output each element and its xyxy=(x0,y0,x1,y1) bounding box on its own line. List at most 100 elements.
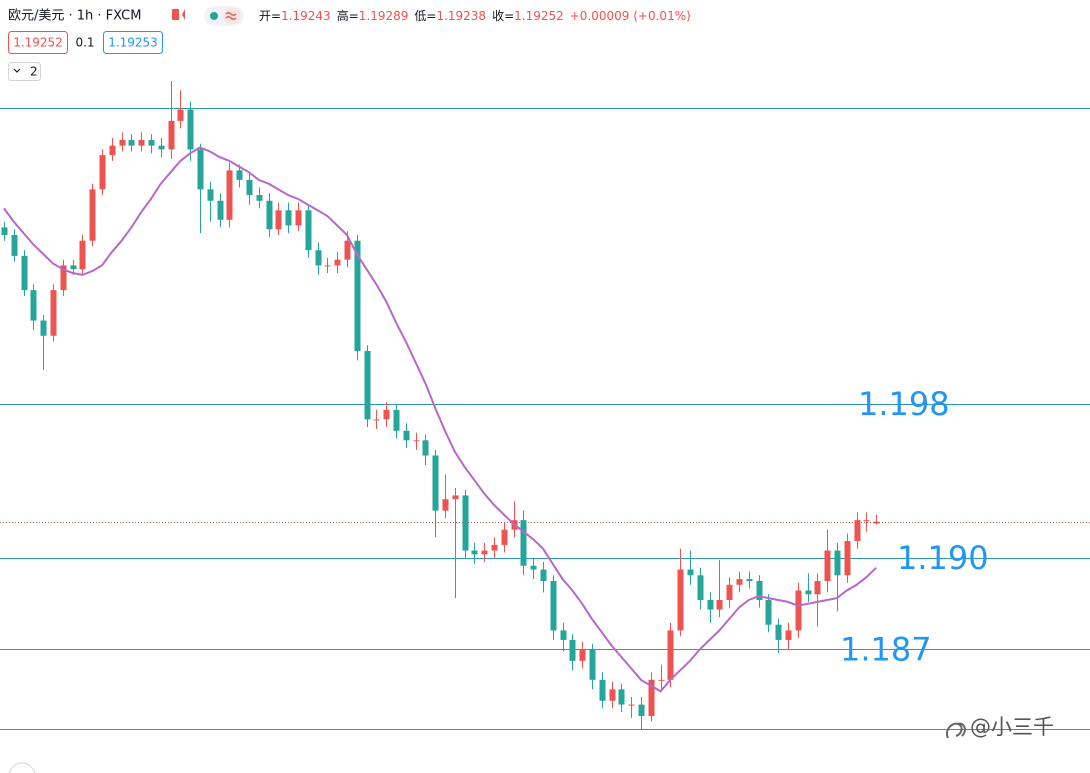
candle-body xyxy=(648,679,655,716)
candle-body xyxy=(295,210,302,226)
candle-body xyxy=(442,499,449,511)
watermark-group: @小三千 xyxy=(946,715,1054,739)
candle-body xyxy=(658,679,665,681)
candle-body xyxy=(873,521,880,524)
symbol: 欧元/美元 · 1h · FXCM xyxy=(8,9,141,24)
watermark: @小三千 xyxy=(970,715,1054,739)
candle-body xyxy=(452,495,459,500)
candle-body xyxy=(197,149,204,190)
candle-body xyxy=(187,109,194,150)
ask-badge[interactable] xyxy=(103,31,163,54)
candle-body xyxy=(462,495,469,551)
candle-body xyxy=(863,520,870,522)
candle-body xyxy=(667,630,674,680)
candle-body xyxy=(334,259,341,266)
candle-body xyxy=(432,455,439,511)
candle-body xyxy=(746,579,753,581)
candle-body xyxy=(89,189,96,241)
candle-body xyxy=(785,630,792,640)
candle-body xyxy=(393,409,400,431)
candle-body xyxy=(364,350,371,420)
annotation: 1.198 xyxy=(858,385,950,423)
candle-body xyxy=(677,569,684,631)
candle-body xyxy=(373,419,380,421)
candle-body xyxy=(119,139,126,146)
candle-body xyxy=(530,565,537,570)
candle-body xyxy=(726,584,733,601)
status-dot xyxy=(210,12,218,20)
ohlc-label: 收= xyxy=(492,9,514,23)
spread: 0.1 xyxy=(75,36,94,50)
candle-body xyxy=(589,649,596,680)
candle-body xyxy=(481,550,488,555)
candle-body xyxy=(687,569,694,576)
candle-body xyxy=(207,189,214,201)
bid-badge[interactable] xyxy=(8,31,68,54)
candle-body xyxy=(158,145,165,150)
candle-body xyxy=(354,240,361,351)
candle-body xyxy=(383,409,390,420)
candle-body xyxy=(413,440,420,442)
candle-body xyxy=(569,639,576,661)
collapse-button[interactable] xyxy=(8,62,41,81)
candle-body xyxy=(315,250,322,266)
candle-body xyxy=(168,120,175,150)
annotation: 1.190 xyxy=(897,539,989,577)
candle-body xyxy=(324,265,331,267)
candle-body xyxy=(79,240,86,270)
candle-body xyxy=(305,210,312,251)
ohlc-value: 1.19289 xyxy=(359,9,409,23)
candle-body xyxy=(236,170,243,180)
watermark-logo xyxy=(946,722,966,739)
corner-button[interactable] xyxy=(8,762,36,773)
candle-body xyxy=(560,630,567,640)
flag-notch xyxy=(179,9,185,20)
candle-body xyxy=(21,255,28,291)
candle-body xyxy=(697,575,704,601)
ohlc-label: 低= xyxy=(414,9,436,23)
candle-body xyxy=(854,520,861,542)
candle-body xyxy=(422,440,429,456)
candle-body xyxy=(618,689,625,705)
candle-body xyxy=(716,600,723,610)
annotation: 1.187 xyxy=(840,630,932,668)
ask: 1.19253 xyxy=(108,36,158,50)
candle-body xyxy=(109,145,116,156)
candle-body xyxy=(805,590,812,595)
bid: 1.19252 xyxy=(13,36,63,50)
candle-body xyxy=(471,550,478,555)
candle-body xyxy=(540,569,547,581)
candle-body xyxy=(403,430,410,441)
candle-body xyxy=(246,179,253,196)
candle-body xyxy=(285,210,292,226)
ohlc-readout: 开=1.19243 高=1.19289 低=1.19238 收=1.19252 +0.0… xyxy=(259,8,691,23)
candle-body xyxy=(275,210,282,230)
candle-body xyxy=(11,234,18,256)
header: 欧元/美元 · 1h · FXCM 开=1.19243 高=1.19289 低=1.… xyxy=(8,6,691,81)
candle-body xyxy=(795,590,802,631)
candle-body xyxy=(824,550,831,581)
plot-area: 1.198 1.190 1.187 xyxy=(0,81,1090,730)
candle-body xyxy=(638,704,645,716)
candle-body xyxy=(609,689,616,701)
candle-body xyxy=(30,290,37,321)
candle-body xyxy=(138,139,145,146)
candle-body xyxy=(344,240,351,260)
candle-body xyxy=(217,200,224,220)
candle-body xyxy=(736,579,743,585)
candle-body xyxy=(550,580,557,631)
candle-body xyxy=(834,550,841,576)
candle-body xyxy=(707,600,714,610)
candle-body xyxy=(60,265,67,291)
flag-icon[interactable] xyxy=(172,9,185,20)
chevron xyxy=(13,68,21,73)
candle-body xyxy=(1,227,8,235)
candle-body xyxy=(844,541,851,576)
candle-body xyxy=(628,704,635,706)
candle-body xyxy=(814,580,821,595)
approx-icon xyxy=(225,12,237,20)
candle-body xyxy=(775,624,782,640)
candle-body xyxy=(765,600,772,625)
moving-average xyxy=(3,146,877,693)
